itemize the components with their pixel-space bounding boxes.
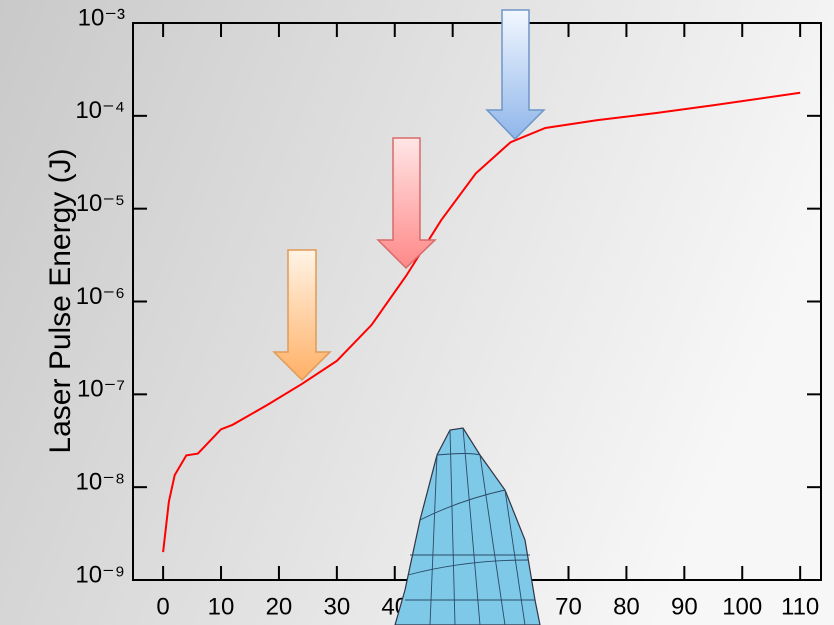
y-tick-label: 10⁻³ (78, 4, 125, 31)
mesh-image (394, 427, 541, 625)
red-arrow (376, 137, 437, 270)
x-tick-label: 20 (266, 593, 293, 620)
y-tick-label: 10⁻⁶ (76, 283, 125, 310)
y-tick-label: 10⁻⁸ (76, 469, 126, 496)
x-tick-label: 90 (671, 593, 698, 620)
y-tick-label: 10⁻⁷ (77, 376, 125, 403)
plot-layer (133, 22, 821, 581)
x-tick-label: 80 (613, 593, 640, 620)
orange-arrow (272, 249, 332, 382)
x-tick-label: 10 (208, 593, 235, 620)
y-axis-label: Laser Pulse Energy (J) (44, 148, 77, 453)
y-tick-label: 10⁻⁴ (75, 97, 125, 124)
y-tick-label: 10⁻⁵ (76, 190, 125, 217)
y-tick-label: 10⁻⁹ (75, 561, 125, 588)
x-tick-label: 110 (781, 593, 819, 620)
x-tick-label: 70 (555, 593, 582, 620)
blue-arrow (485, 9, 546, 141)
x-tick-label: 0 (156, 593, 169, 620)
data-line (162, 91, 801, 553)
x-tick-label: 100 (722, 593, 762, 620)
x-tick-label: 30 (324, 593, 351, 620)
